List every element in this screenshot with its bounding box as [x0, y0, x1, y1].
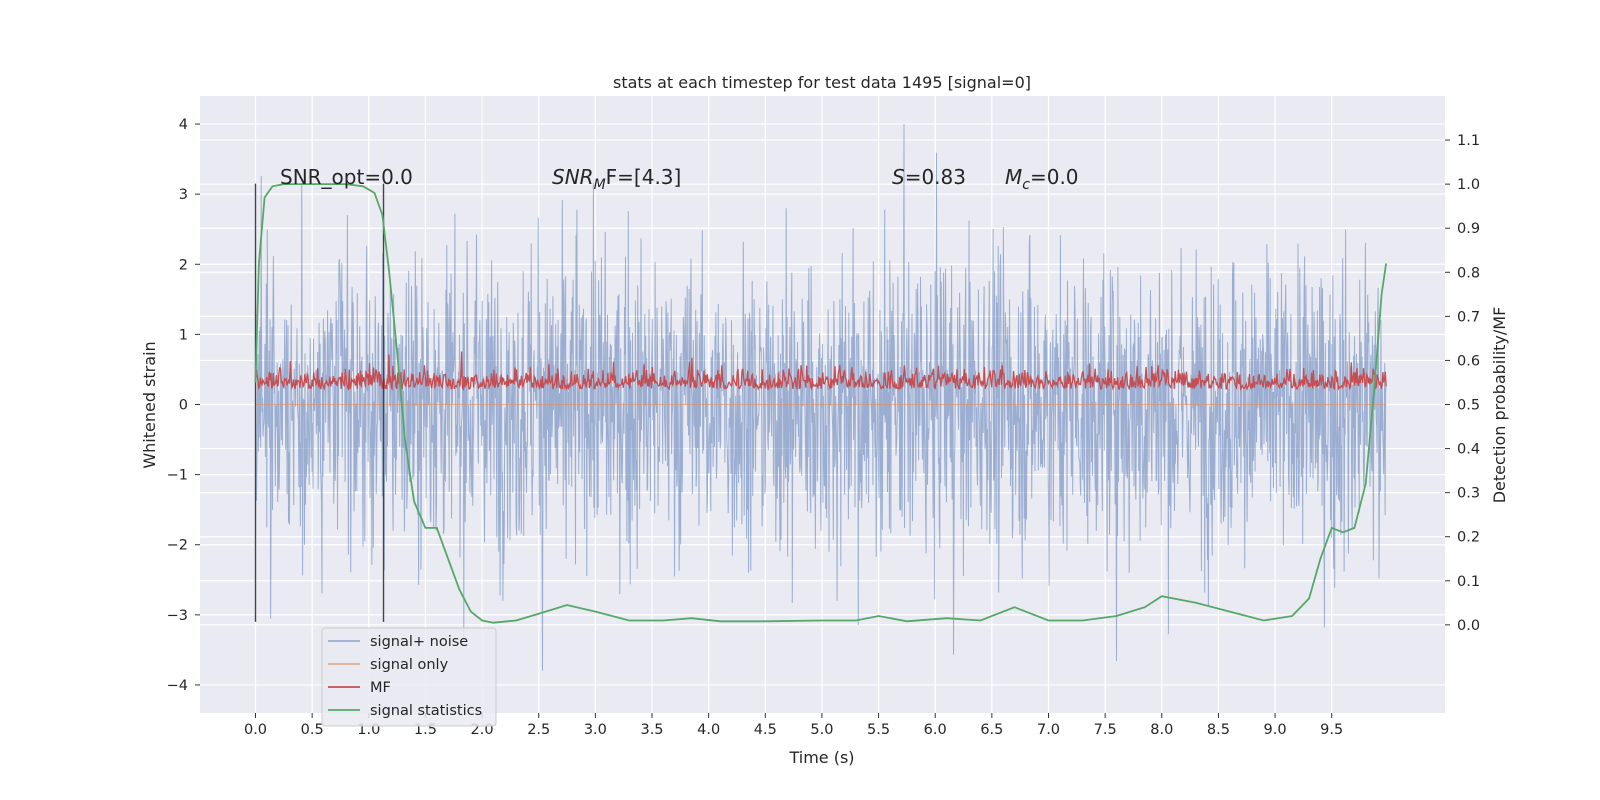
- y-tick-label-right: 0.1: [1457, 574, 1480, 590]
- legend-label-signal-noise: signal+ noise: [370, 634, 468, 650]
- legend-box: [321, 627, 497, 727]
- x-tick-label: 8.0: [1150, 722, 1173, 738]
- x-tick-label: 3.0: [584, 722, 607, 738]
- mc-base: M: [1005, 165, 1022, 189]
- x-tick-label: 9.5: [1320, 722, 1343, 738]
- s-value: =0.83: [905, 165, 966, 189]
- y-tick-label-right: 0.5: [1457, 398, 1480, 414]
- legend-label-signal-only: signal only: [370, 657, 449, 673]
- y-tick-label-left: −1: [167, 468, 188, 484]
- snr-mf-sub: M: [594, 177, 606, 193]
- annotation-s: S=0.83: [892, 165, 966, 189]
- y-tick-label-left: −4: [167, 678, 188, 694]
- y-axis-label-left: Whitened strain: [140, 341, 159, 468]
- mc-sub: c: [1022, 177, 1030, 193]
- y-tick-label-right: 1.1: [1457, 133, 1480, 149]
- x-tick-label: 8.5: [1207, 722, 1230, 738]
- annotation-mc: Mc=0.0: [1005, 165, 1079, 193]
- x-tick-label: 9.0: [1264, 722, 1287, 738]
- y-tick-label-right: 0.9: [1457, 221, 1480, 237]
- x-tick-label: 6.0: [924, 722, 947, 738]
- y-tick-label-right: 1.0: [1457, 177, 1480, 193]
- x-tick-label: 4.5: [754, 722, 777, 738]
- y-tick-label-left: 0: [179, 398, 188, 414]
- signal-noise-trace: [255, 123, 1387, 671]
- legend-label-signal-statistics: signal statistics: [370, 703, 482, 719]
- mf-trace: [255, 351, 1387, 392]
- y-tick-label-right: 0.3: [1457, 486, 1480, 502]
- legend: signal+ noise signal only MF signal stat…: [321, 627, 497, 727]
- x-tick-labels: 0.0 0.5 1.0 1.5 2.0 2.5 3.0 3.5 4.0 4.5 5.0 5.5 6.0 6…: [244, 713, 1343, 738]
- y-tick-label-left: 1: [179, 327, 188, 343]
- y-tick-labels-left: −4 −3 −2 −1 0 1 2 3 4: [167, 117, 200, 694]
- snr-mf-base: SNR: [552, 165, 594, 189]
- series-signal-noise: [255, 123, 1387, 671]
- y-tick-label-left: −3: [167, 608, 188, 624]
- x-tick-label: 3.5: [640, 722, 663, 738]
- y-tick-label-left: −2: [167, 538, 188, 554]
- x-tick-label: 7.0: [1037, 722, 1060, 738]
- snr-mf-tail: F=[4.3]: [606, 165, 682, 189]
- mc-value: =0.0: [1030, 165, 1079, 189]
- y-tick-labels-right: 0.0 0.1 0.2 0.3 0.4 0.5 0.6 0.7 0.8 0.9 1.0 1.1: [1445, 133, 1480, 634]
- s-symbol: S: [892, 165, 905, 189]
- x-tick-label: 4.0: [697, 722, 720, 738]
- x-tick-label: 6.5: [980, 722, 1003, 738]
- x-tick-label: 2.5: [527, 722, 550, 738]
- y-tick-label-right: 0.8: [1457, 265, 1480, 281]
- y-tick-label-right: 0.7: [1457, 309, 1480, 325]
- x-tick-label: 5.5: [867, 722, 890, 738]
- y-tick-label-left: 4: [179, 117, 188, 133]
- y-tick-label-left: 2: [179, 257, 188, 273]
- annotation-snr-mf: SNRMF=[4.3]: [552, 165, 681, 193]
- y-tick-label-left: 3: [179, 187, 188, 203]
- legend-label-mf: MF: [370, 680, 391, 696]
- x-tick-label: 0.0: [244, 722, 267, 738]
- x-axis-label: Time (s): [788, 748, 854, 767]
- series-signal-statistics: [254, 183, 1387, 624]
- y-tick-label-right: 0.6: [1457, 353, 1480, 369]
- x-tick-label: 0.5: [301, 722, 324, 738]
- y-axis-label-right: Detection probability/MF: [1490, 307, 1509, 504]
- x-tick-label: 7.5: [1094, 722, 1117, 738]
- x-tick-label: 5.0: [810, 722, 833, 738]
- chart-title: stats at each timestep for test data 149…: [613, 73, 1031, 92]
- y-tick-label-right: 0.4: [1457, 442, 1480, 458]
- y-tick-label-right: 0.2: [1457, 530, 1480, 546]
- vertical-markers: [254, 183, 385, 622]
- annotation-snr-opt: SNR_opt=0.0: [280, 165, 413, 189]
- y-tick-label-right: 0.0: [1457, 618, 1480, 634]
- series-mf: [255, 351, 1387, 392]
